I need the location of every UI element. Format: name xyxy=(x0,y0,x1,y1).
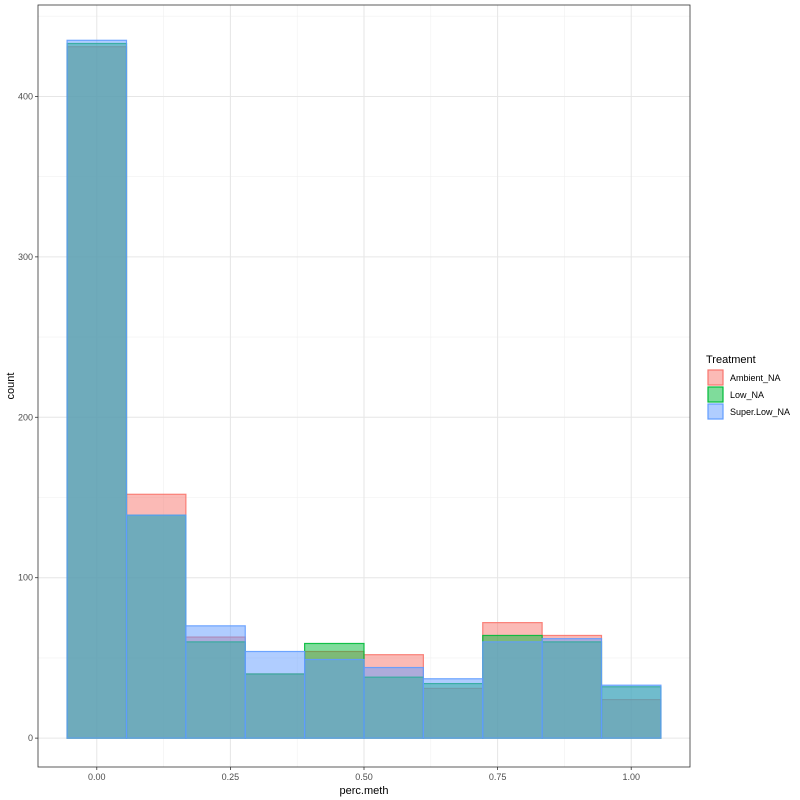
histogram-bar xyxy=(185,625,246,739)
histogram-bar xyxy=(244,650,306,739)
x-tick-label: 0.00 xyxy=(88,772,106,782)
y-tick-label: 0 xyxy=(28,733,33,743)
legend-label: Low_NA xyxy=(730,390,764,400)
y-axis-title: count xyxy=(5,373,17,400)
legend-key xyxy=(707,386,724,403)
histogram-bar xyxy=(541,638,603,739)
histogram-bar xyxy=(304,658,365,739)
histogram-bar xyxy=(125,514,187,739)
histogram-bar xyxy=(363,666,424,739)
histogram-bar xyxy=(66,39,128,739)
histogram-bars xyxy=(66,39,662,739)
x-tick-label: 0.50 xyxy=(355,772,373,782)
histogram-bar xyxy=(422,678,484,739)
x-tick-label: 0.25 xyxy=(222,772,240,782)
y-tick-label: 300 xyxy=(18,252,33,262)
y-tick-label: 100 xyxy=(18,573,33,583)
y-tick-label: 200 xyxy=(18,412,33,422)
histogram-bar xyxy=(482,641,543,739)
y-axis: 0 100 200 300 400 xyxy=(18,91,38,743)
series-Super.Low_NA xyxy=(66,39,662,739)
x-axis: 0.00 0.25 0.50 0.75 1.00 xyxy=(88,767,640,782)
legend-title: Treatment xyxy=(706,354,756,366)
legend-label: Ambient_NA xyxy=(730,373,781,383)
x-tick-label: 1.00 xyxy=(622,772,640,782)
legend: Treatment Ambient_NA Low_NA Super.Low_NA xyxy=(706,354,790,420)
legend-label: Super.Low_NA xyxy=(730,407,790,417)
legend-key xyxy=(707,369,724,386)
histogram-bar xyxy=(600,684,662,739)
legend-key xyxy=(707,403,724,420)
x-tick-label: 0.75 xyxy=(489,772,507,782)
x-axis-title: perc.meth xyxy=(340,785,389,797)
y-tick-label: 400 xyxy=(18,91,33,101)
